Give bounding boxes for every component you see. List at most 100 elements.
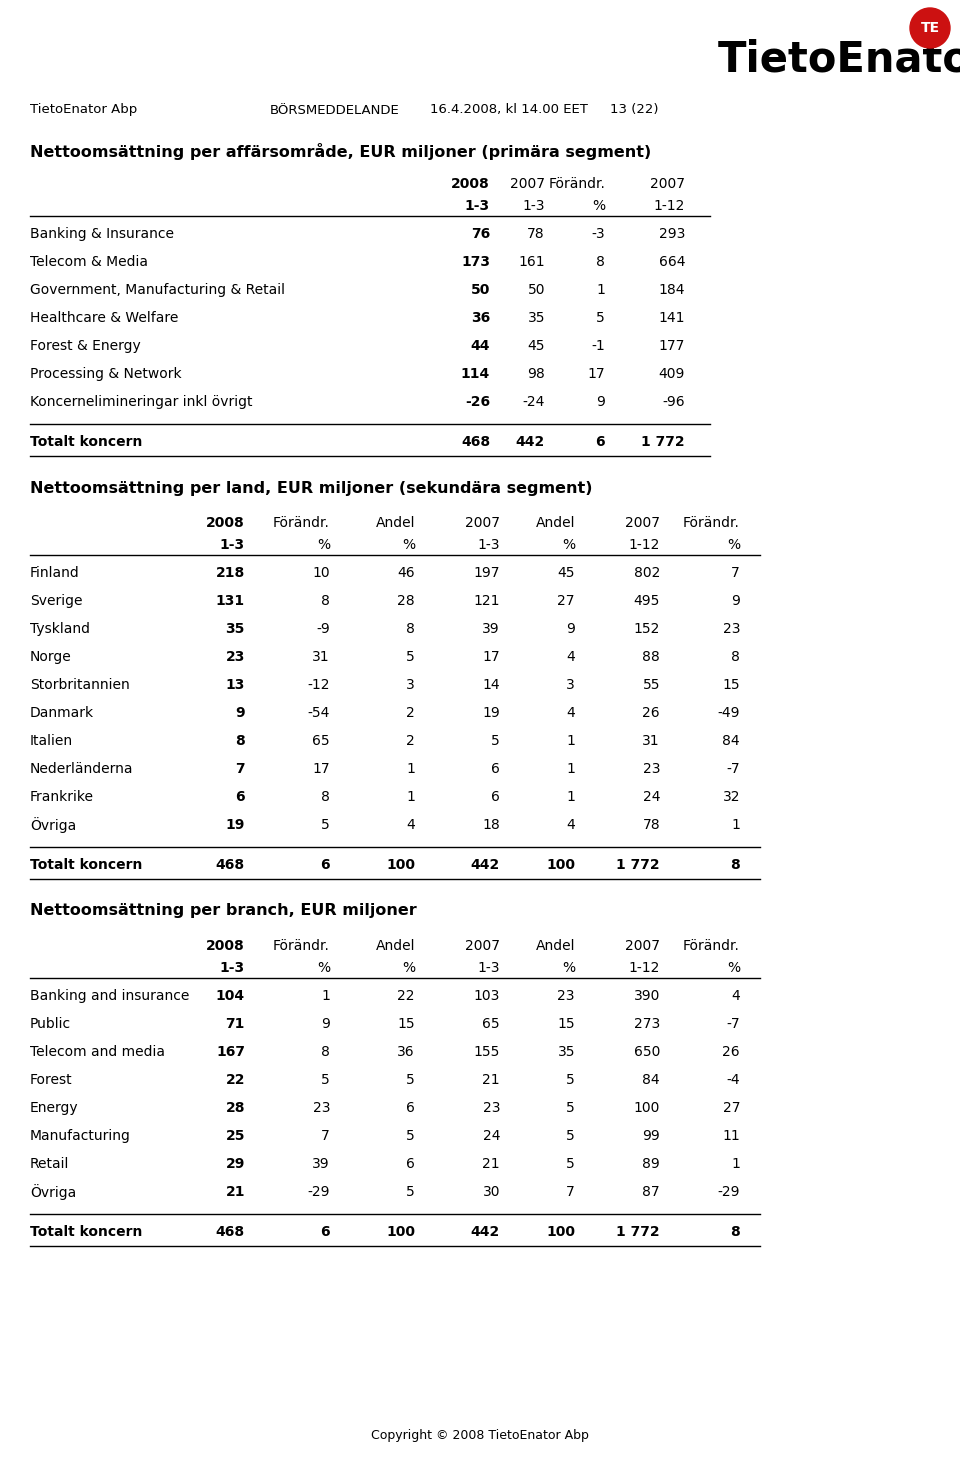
Text: 161: 161 xyxy=(518,256,545,269)
Text: 35: 35 xyxy=(527,311,545,324)
Text: 442: 442 xyxy=(516,435,545,449)
Text: 100: 100 xyxy=(386,1224,415,1239)
Text: 1: 1 xyxy=(596,283,605,297)
Text: 8: 8 xyxy=(235,733,245,748)
Text: 4: 4 xyxy=(566,650,575,663)
Text: 84: 84 xyxy=(642,1072,660,1087)
Text: -29: -29 xyxy=(307,1185,330,1199)
Text: 11: 11 xyxy=(722,1129,740,1143)
Text: -54: -54 xyxy=(307,706,330,720)
Text: 29: 29 xyxy=(226,1157,245,1172)
Text: 6: 6 xyxy=(321,858,330,872)
Text: 390: 390 xyxy=(634,989,660,1004)
Text: 22: 22 xyxy=(226,1072,245,1087)
Text: 2007: 2007 xyxy=(510,177,545,191)
Text: 23: 23 xyxy=(642,763,660,776)
Text: 16.4.2008, kl 14.00 EET: 16.4.2008, kl 14.00 EET xyxy=(430,104,588,117)
Text: TietoEnator Abp: TietoEnator Abp xyxy=(30,104,137,117)
Text: 2007: 2007 xyxy=(625,516,660,530)
Text: Energy: Energy xyxy=(30,1102,79,1115)
Text: 15: 15 xyxy=(722,678,740,693)
Text: 442: 442 xyxy=(470,858,500,872)
Text: Förändr.: Förändr. xyxy=(684,516,740,530)
Text: 1: 1 xyxy=(406,790,415,804)
Text: 23: 23 xyxy=(723,622,740,636)
Text: 1-3: 1-3 xyxy=(477,961,500,974)
Text: Italien: Italien xyxy=(30,733,73,748)
Text: 5: 5 xyxy=(406,1185,415,1199)
Text: 21: 21 xyxy=(226,1185,245,1199)
Text: 1-3: 1-3 xyxy=(220,538,245,552)
Text: Norge: Norge xyxy=(30,650,72,663)
Text: 31: 31 xyxy=(642,733,660,748)
Text: 8: 8 xyxy=(406,622,415,636)
Text: Förändr.: Förändr. xyxy=(274,516,330,530)
Text: 121: 121 xyxy=(473,595,500,608)
Text: 5: 5 xyxy=(322,818,330,831)
Text: %: % xyxy=(402,961,415,974)
Text: Totalt koncern: Totalt koncern xyxy=(30,435,142,449)
Text: -7: -7 xyxy=(727,763,740,776)
Text: -3: -3 xyxy=(591,226,605,241)
Text: %: % xyxy=(562,961,575,974)
Text: 2007: 2007 xyxy=(625,939,660,953)
Text: 13 (22): 13 (22) xyxy=(610,104,659,117)
Text: 273: 273 xyxy=(634,1017,660,1031)
Text: Frankrike: Frankrike xyxy=(30,790,94,804)
Text: 14: 14 xyxy=(482,678,500,693)
Text: 8: 8 xyxy=(596,256,605,269)
Text: 1-12: 1-12 xyxy=(629,538,660,552)
Text: 36: 36 xyxy=(470,311,490,324)
Text: Sverige: Sverige xyxy=(30,595,83,608)
Text: 8: 8 xyxy=(731,1224,740,1239)
Text: 664: 664 xyxy=(659,256,685,269)
Text: Danmark: Danmark xyxy=(30,706,94,720)
Text: 1: 1 xyxy=(566,763,575,776)
Text: 8: 8 xyxy=(731,858,740,872)
Text: Förändr.: Förändr. xyxy=(274,939,330,953)
Text: Banking & Insurance: Banking & Insurance xyxy=(30,226,174,241)
Text: 1: 1 xyxy=(322,989,330,1004)
Text: 89: 89 xyxy=(642,1157,660,1172)
Text: 78: 78 xyxy=(642,818,660,831)
Text: 50: 50 xyxy=(470,283,490,297)
Text: 1 772: 1 772 xyxy=(616,858,660,872)
Text: 100: 100 xyxy=(546,1224,575,1239)
Text: 17: 17 xyxy=(312,763,330,776)
Text: 1: 1 xyxy=(732,818,740,831)
Text: 71: 71 xyxy=(226,1017,245,1031)
Text: 442: 442 xyxy=(470,1224,500,1239)
Text: 6: 6 xyxy=(321,1224,330,1239)
Text: 8: 8 xyxy=(322,595,330,608)
Text: Public: Public xyxy=(30,1017,71,1031)
Text: 131: 131 xyxy=(216,595,245,608)
Text: 98: 98 xyxy=(527,367,545,381)
Text: 155: 155 xyxy=(473,1045,500,1059)
Text: 1: 1 xyxy=(732,1157,740,1172)
Text: 409: 409 xyxy=(659,367,685,381)
Text: 27: 27 xyxy=(558,595,575,608)
Text: -24: -24 xyxy=(522,394,545,409)
Text: 8: 8 xyxy=(322,1045,330,1059)
Text: 7: 7 xyxy=(566,1185,575,1199)
Text: TE: TE xyxy=(921,20,940,35)
Text: 5: 5 xyxy=(492,733,500,748)
Text: 495: 495 xyxy=(634,595,660,608)
Text: Forest: Forest xyxy=(30,1072,73,1087)
Text: 2007: 2007 xyxy=(465,939,500,953)
Text: 25: 25 xyxy=(226,1129,245,1143)
Text: Totalt koncern: Totalt koncern xyxy=(30,858,142,872)
Text: 2008: 2008 xyxy=(206,939,245,953)
Text: Finland: Finland xyxy=(30,565,80,580)
Text: 21: 21 xyxy=(482,1072,500,1087)
Text: 44: 44 xyxy=(470,339,490,354)
Text: 2007: 2007 xyxy=(465,516,500,530)
Text: 6: 6 xyxy=(595,435,605,449)
Text: 5: 5 xyxy=(566,1102,575,1115)
Text: Retail: Retail xyxy=(30,1157,69,1172)
Text: 9: 9 xyxy=(566,622,575,636)
Text: 293: 293 xyxy=(659,226,685,241)
Text: 2008: 2008 xyxy=(206,516,245,530)
Text: 23: 23 xyxy=(483,1102,500,1115)
Text: 4: 4 xyxy=(566,818,575,831)
